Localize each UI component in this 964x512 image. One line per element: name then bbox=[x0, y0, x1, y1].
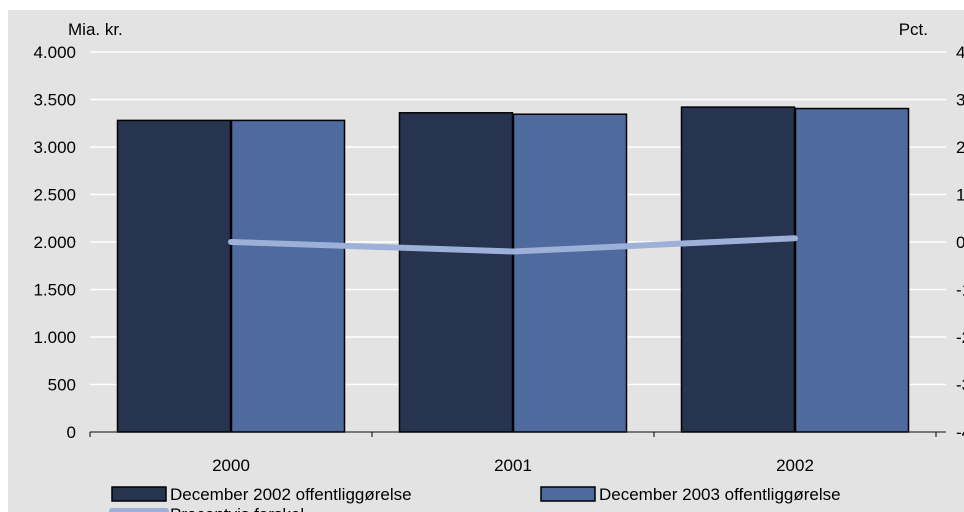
y-left-tick-label: 3.500 bbox=[33, 91, 76, 110]
y-right-tick-label: -4 bbox=[956, 423, 964, 442]
y-left-tick-label: 1.500 bbox=[33, 281, 76, 300]
y-right-tick-label: -1 bbox=[956, 281, 964, 300]
y-right-tick-label: 4 bbox=[956, 43, 964, 62]
plot-area bbox=[8, 10, 964, 512]
legend-label-series-2: December 2003 offentliggørelse bbox=[599, 485, 841, 504]
legend-label-series-1: December 2002 offentliggørelse bbox=[170, 485, 412, 504]
y-right-axis-title: Pct. bbox=[899, 20, 928, 39]
legend-label-line: Procentvis forskel bbox=[170, 505, 304, 512]
y-right-tick-label: 2 bbox=[956, 138, 964, 157]
y-left-axis-title: Mia. kr. bbox=[68, 20, 123, 39]
axes: 2000 2001 2002 0 500 1.000 1.500 2.000 2.500 3.00… bbox=[33, 20, 964, 475]
y-right-tick-label: 3 bbox=[956, 91, 964, 110]
y-right-tick-label: 1 bbox=[956, 186, 964, 205]
bar-series-1-2002 bbox=[680, 106, 796, 433]
bar-series-1-2001 bbox=[398, 112, 514, 433]
bar-series-2-2001 bbox=[512, 113, 628, 433]
legend-swatch-series-1 bbox=[111, 486, 167, 502]
y-left-tick-label: 0 bbox=[67, 423, 76, 442]
bar-series-2-2002 bbox=[794, 107, 910, 433]
bar-series-1-2000 bbox=[116, 119, 232, 433]
x-tick-label-2001: 2001 bbox=[494, 456, 532, 475]
x-tick-label-2002: 2002 bbox=[776, 456, 814, 475]
x-tick-label-2000: 2000 bbox=[212, 456, 250, 475]
y-left-tick-label: 500 bbox=[48, 376, 76, 395]
y-left-tick-label: 2.000 bbox=[33, 233, 76, 252]
y-right-tick-label: -2 bbox=[956, 328, 964, 347]
y-left-tick-label: 4.000 bbox=[33, 43, 76, 62]
legend: December 2002 offentliggørelse December 2… bbox=[109, 485, 841, 512]
y-left-tick-label: 3.000 bbox=[33, 138, 76, 157]
y-right-tick-label: -3 bbox=[956, 376, 964, 395]
y-left-tick-label: 2.500 bbox=[33, 186, 76, 205]
bar-series-2-2000 bbox=[230, 119, 346, 433]
legend-swatch-series-2 bbox=[540, 486, 596, 502]
y-left-tick-label: 1.000 bbox=[33, 328, 76, 347]
y-right-tick-label: 0 bbox=[956, 233, 964, 252]
